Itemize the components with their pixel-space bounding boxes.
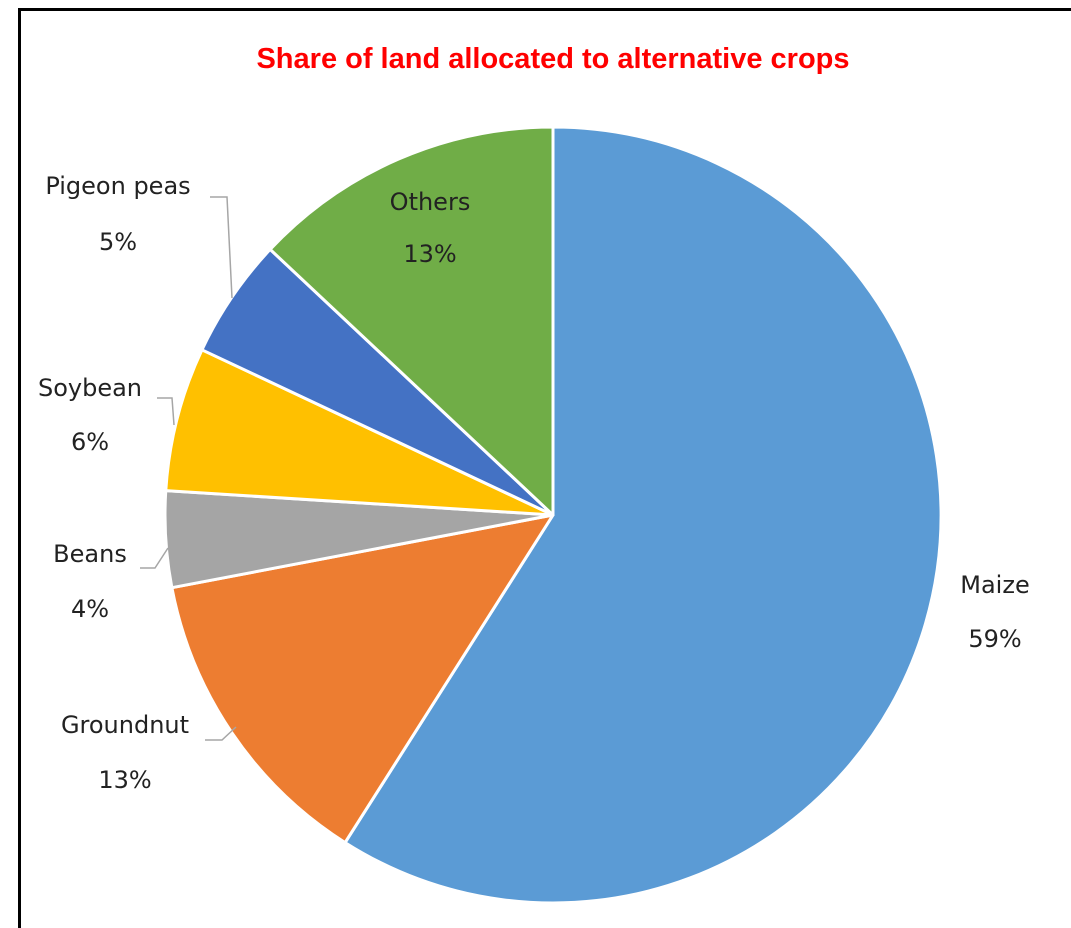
- slice-label-soybean: Soybean: [38, 374, 142, 402]
- leader-line-pigeon-peas: [210, 196, 233, 299]
- slice-label-groundnut: Groundnut: [61, 711, 189, 739]
- slice-value-beans: 4%: [71, 595, 109, 623]
- pie-slice-groundnut: [170, 513, 555, 845]
- slice-value-groundnut: 13%: [98, 766, 151, 794]
- slice-value-others: 13%: [403, 240, 456, 268]
- pie-slice-maize: [343, 125, 943, 905]
- leader-line-soybean: [157, 397, 175, 426]
- label-leaders: [140, 196, 237, 741]
- slice-label-pigeon-peas: Pigeon peas: [45, 172, 190, 200]
- pie-slice-soybean: [164, 348, 555, 517]
- leader-line-groundnut: [205, 726, 237, 741]
- pie-slices: [163, 125, 943, 905]
- slice-value-maize: 59%: [968, 625, 1021, 653]
- slice-label-maize: Maize: [960, 571, 1029, 599]
- pie-slice-others: [268, 125, 555, 517]
- slice-value-soybean: 6%: [71, 428, 109, 456]
- chart-title: Share of land allocated to alternative c…: [256, 43, 849, 75]
- slice-value-pigeon-peas: 5%: [99, 228, 137, 256]
- leader-line-beans: [140, 547, 169, 569]
- slice-label-beans: Beans: [53, 540, 127, 568]
- slice-labels: Maize 59% Groundnut 13% Beans 4% Soybean 6% Pige…: [38, 172, 1030, 794]
- slice-label-others: Others: [390, 188, 471, 216]
